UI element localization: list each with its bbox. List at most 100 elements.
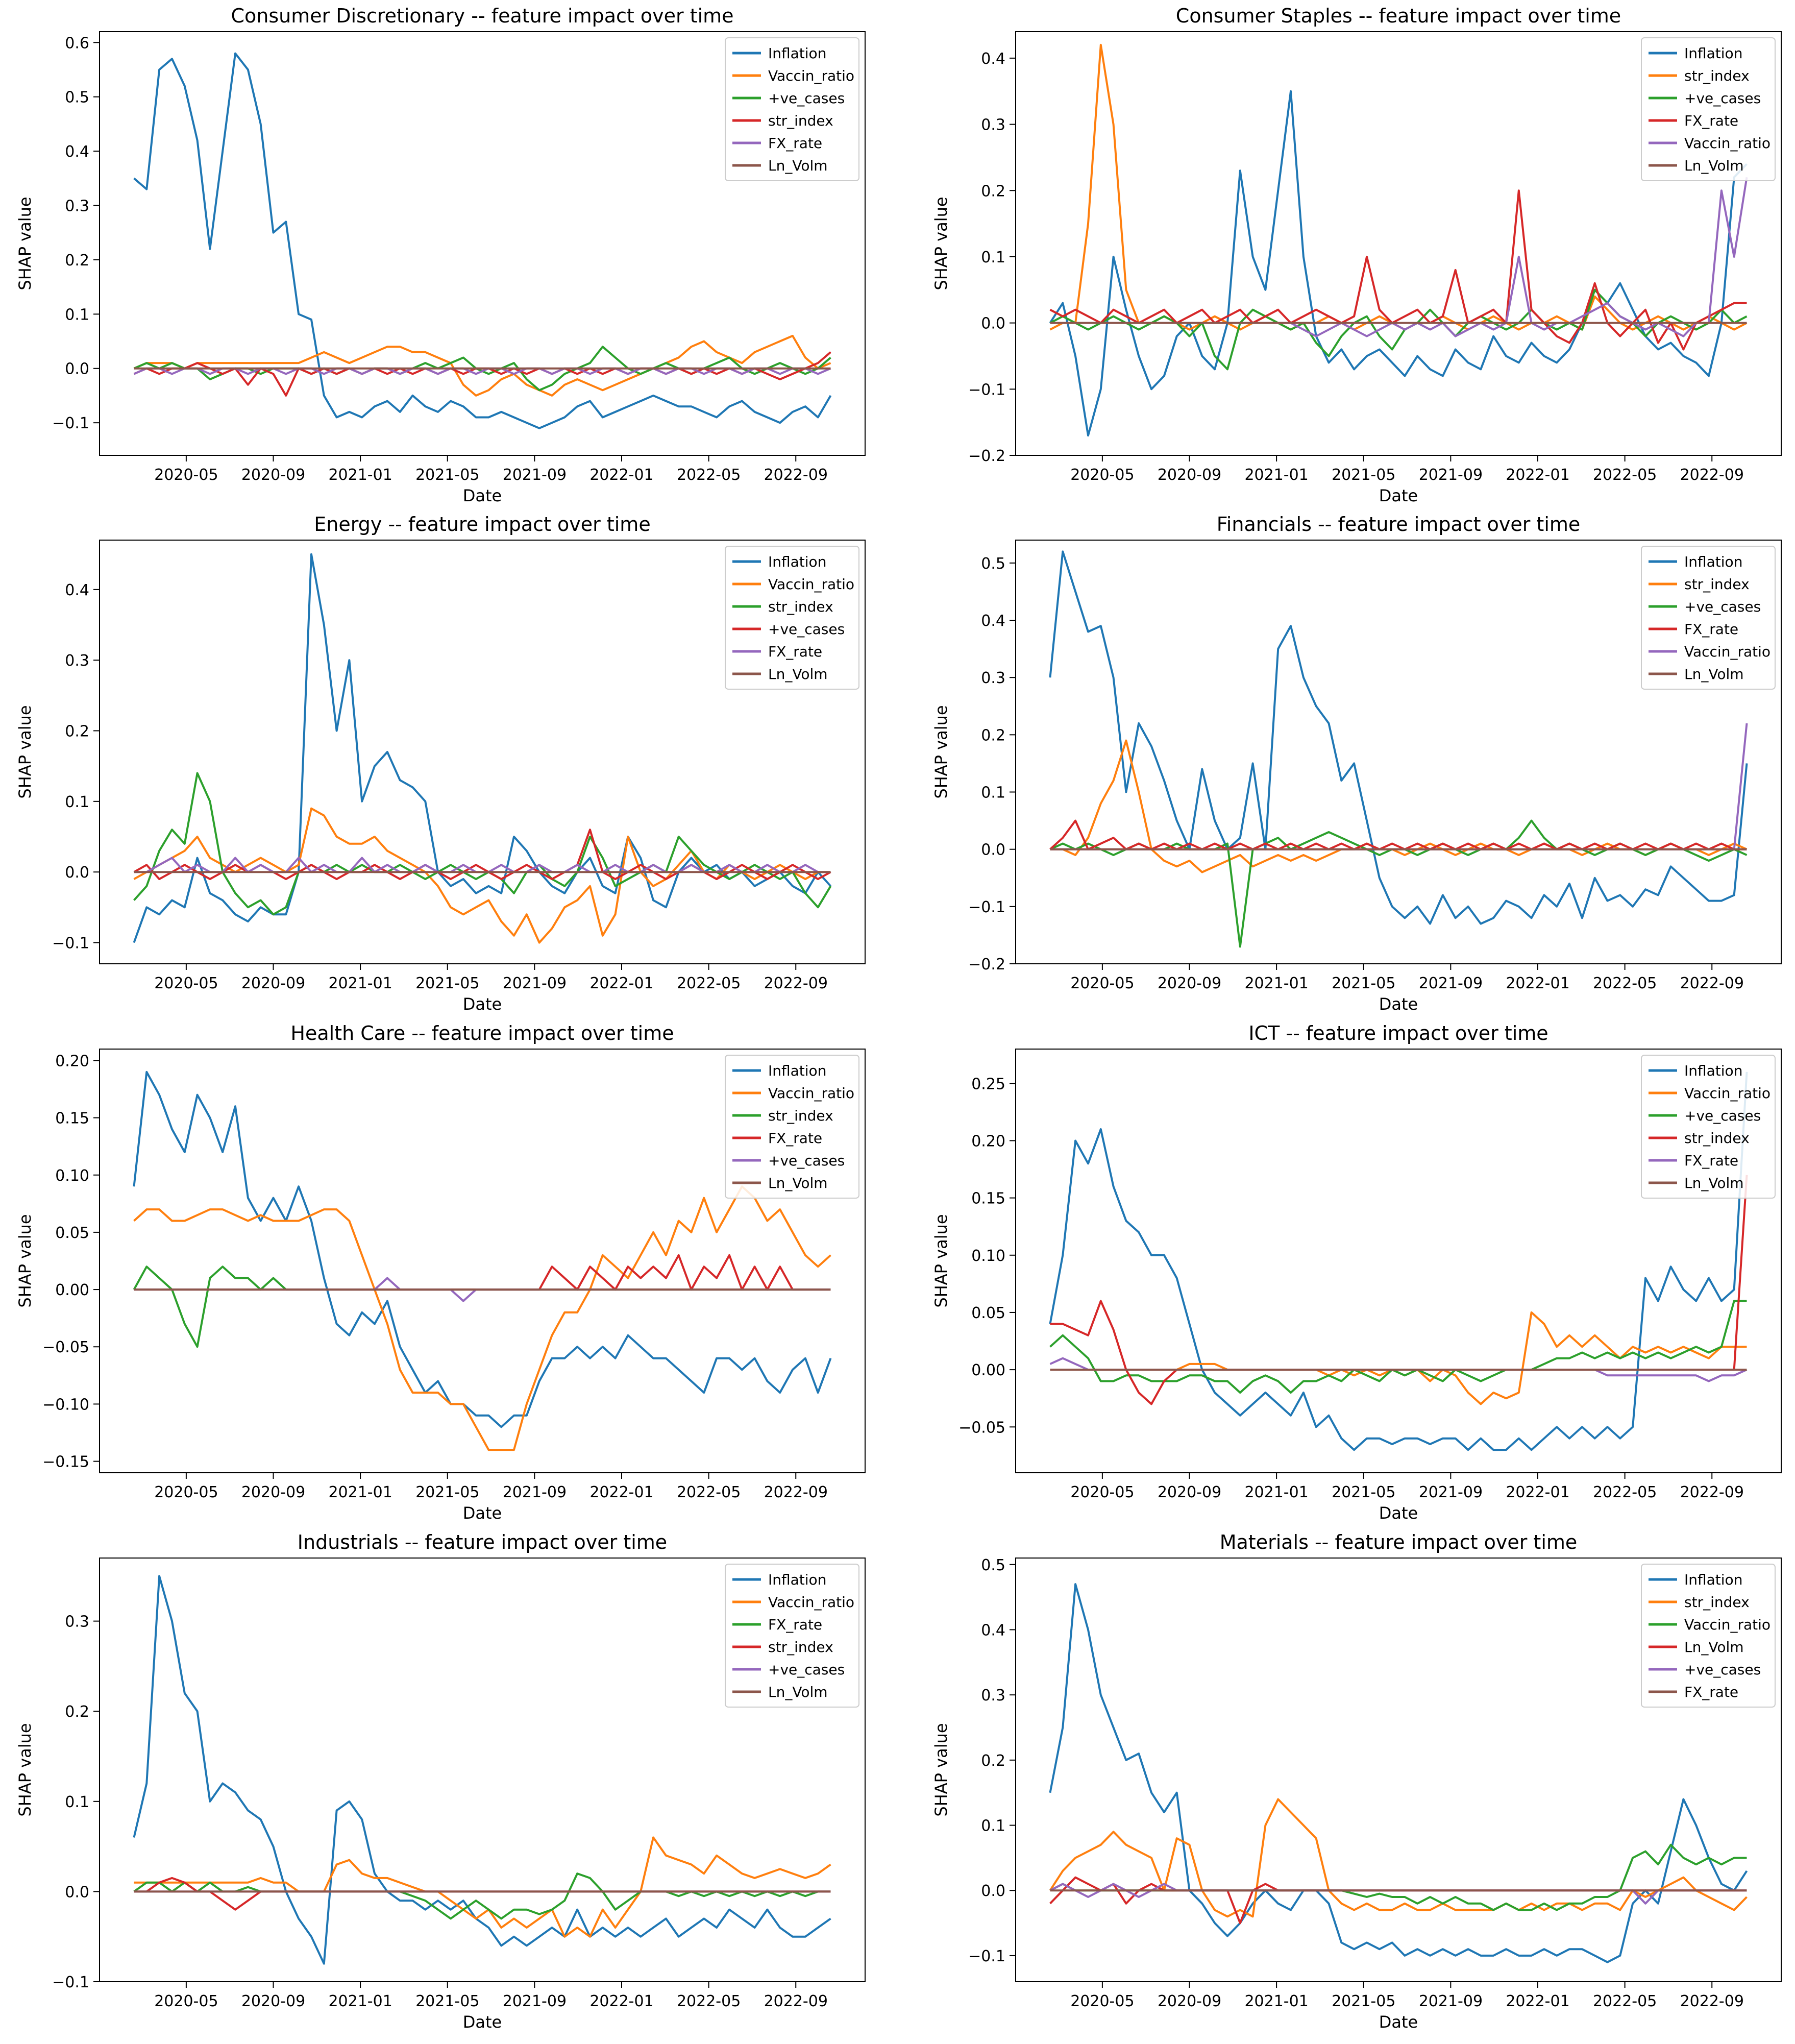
y-tick-label: 0.4 <box>981 50 1005 68</box>
legend-label-vaccin-ratio: Vaccin_ratio <box>1684 1616 1771 1633</box>
x-tick-label: 2021-09 <box>1419 1992 1483 2010</box>
y-tick-label: 0.4 <box>981 1621 1005 1639</box>
y-tick-label: 0.20 <box>971 1132 1005 1150</box>
x-tick-label: 2020-05 <box>1070 1992 1134 2010</box>
series-group <box>1049 43 1748 437</box>
x-axis-label: Date <box>1379 2012 1418 2032</box>
y-tick-label: 0.15 <box>55 1110 89 1128</box>
legend-label-inflation: Inflation <box>768 1571 826 1588</box>
legend-box <box>725 37 859 181</box>
y-axis-label: SHAP value <box>15 1723 35 1816</box>
plot-frame <box>99 1049 866 1473</box>
series-line-vaccin-ratio <box>1050 723 1748 850</box>
plot-frame <box>1015 540 1782 964</box>
y-tick-label: 0.10 <box>971 1247 1005 1265</box>
x-tick-label: 2021-01 <box>1244 1992 1308 2010</box>
x-tick-label: 2021-09 <box>503 1483 567 1501</box>
legend-label-ln-volm: Ln_Volm <box>768 1175 828 1191</box>
y-tick-label: 0.1 <box>981 1817 1005 1835</box>
x-tick-label: 2021-09 <box>1419 975 1483 992</box>
legend-label-str-index: str_index <box>1684 576 1750 593</box>
legend-label-ve-cases: +ve_cases <box>1684 598 1761 615</box>
x-axis-label: Date <box>463 1503 502 1523</box>
series-group <box>1049 1583 1748 1963</box>
legend-label-ve-cases: +ve_cases <box>1684 1107 1761 1124</box>
y-tick-label: 0.5 <box>65 89 89 107</box>
plot-frame <box>1015 31 1782 456</box>
x-tick-label: 2020-09 <box>241 1483 305 1501</box>
y-tick-label: −0.2 <box>968 956 1005 974</box>
legend: Inflation str_index +ve_cases FX_rate Vaccin… <box>1641 37 1776 181</box>
x-tick-label: 2022-01 <box>589 975 653 992</box>
x-tick-label: 2020-09 <box>1158 466 1221 484</box>
y-tick-label: −0.1 <box>52 415 89 432</box>
x-tick-label: 2022-09 <box>764 975 828 992</box>
series-line-str-index <box>133 772 832 916</box>
legend-box <box>725 1564 859 1708</box>
legend-box <box>725 1055 859 1199</box>
legend-label-str-index: str_index <box>768 1639 833 1656</box>
series-line-fx-rate <box>1049 819 1747 850</box>
y-tick-label: −0.1 <box>52 1974 89 1991</box>
chart-ict: ICT -- feature impact over time −0.05 0.00… <box>931 1022 1782 1523</box>
series-line-str-index <box>133 1266 831 1348</box>
plot-frame <box>1015 1049 1782 1473</box>
chart-title: Industrials -- feature impact over time <box>298 1531 667 1553</box>
x-tick-label: 2020-09 <box>1158 1483 1221 1501</box>
legend-label-fx-rate: FX_rate <box>1684 1152 1738 1169</box>
chart-financials: Financials -- feature impact over time −0… <box>931 513 1782 1014</box>
legend-label-fx-rate: FX_rate <box>768 1616 822 1633</box>
chart-consumer-staples: Consumer Staples -- feature impact over … <box>931 5 1782 505</box>
plot-frame <box>99 31 866 456</box>
x-tick-label: 2022-01 <box>1506 1483 1569 1501</box>
y-tick-label: 0.20 <box>55 1052 89 1070</box>
legend-label-fx-rate: FX_rate <box>1684 621 1738 638</box>
legend-label-ln-volm: Ln_Volm <box>1684 666 1744 683</box>
legend-label-vaccin-ratio: Vaccin_ratio <box>768 1594 854 1611</box>
y-tick-label: 0.1 <box>65 793 89 811</box>
x-tick-label: 2022-01 <box>589 1992 653 2010</box>
x-tick-label: 2020-09 <box>241 975 305 992</box>
series-group <box>133 52 832 429</box>
x-tick-label: 2021-05 <box>1332 1483 1395 1501</box>
y-tick-label: 0.0 <box>981 841 1005 859</box>
x-axis-label: Date <box>1379 1503 1418 1523</box>
x-tick-label: 2022-01 <box>1506 466 1569 484</box>
x-tick-label: 2021-01 <box>1244 975 1308 992</box>
y-tick-label: −0.2 <box>968 447 1005 465</box>
x-tick-label: 2022-09 <box>1680 466 1744 484</box>
x-tick-label: 2021-01 <box>328 1992 392 2010</box>
legend-box <box>1641 37 1776 181</box>
x-tick-label: 2021-01 <box>328 466 392 484</box>
chart-energy: Energy -- feature impact over time −0.1 0.… <box>15 513 866 1014</box>
y-tick-label: 0.3 <box>981 1687 1005 1705</box>
x-tick-label: 2022-09 <box>1680 975 1744 992</box>
series-line-fx-rate <box>133 1872 831 1920</box>
x-axis-label: Date <box>463 994 502 1014</box>
legend-label-ve-cases: +ve_cases <box>768 621 845 638</box>
chart-consumer-discretionary: Consumer Discretionary -- feature impact… <box>15 5 866 505</box>
y-tick-label: 0.6 <box>65 34 89 52</box>
y-tick-label: 0.00 <box>971 1361 1005 1379</box>
legend: Inflation Vaccin_ratio +ve_cases str_index F… <box>725 37 859 181</box>
legend-label-fx-rate: FX_rate <box>768 1130 822 1147</box>
y-tick-label: −0.05 <box>42 1339 89 1356</box>
y-tick-label: 0.0 <box>981 1882 1005 1900</box>
y-tick-label: 0.0 <box>65 864 89 882</box>
x-tick-label: 2022-05 <box>677 975 741 992</box>
legend-label-vaccin-ratio: Vaccin_ratio <box>1684 1085 1771 1102</box>
legend-label-inflation: Inflation <box>1684 45 1742 62</box>
x-tick-label: 2022-09 <box>764 1483 828 1501</box>
x-tick-label: 2020-09 <box>241 466 305 484</box>
plot-frame <box>99 540 866 964</box>
chart-title: ICT -- feature impact over time <box>1248 1022 1548 1044</box>
x-tick-label: 2021-05 <box>1332 1992 1395 2010</box>
series-line-ve-cases <box>1049 819 1748 948</box>
legend-label-fx-rate: FX_rate <box>1684 112 1738 129</box>
x-tick-label: 2020-09 <box>241 1992 305 2010</box>
series-group <box>1049 550 1748 948</box>
y-tick-label: −0.1 <box>968 898 1005 916</box>
legend-label-fx-rate: FX_rate <box>768 135 822 152</box>
series-group <box>133 1575 831 1965</box>
